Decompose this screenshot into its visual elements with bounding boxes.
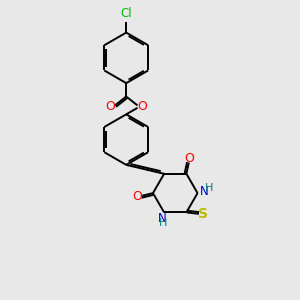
Text: O: O [132, 190, 142, 203]
Text: N: N [158, 212, 167, 225]
Text: O: O [137, 100, 147, 113]
Text: O: O [106, 100, 116, 113]
Text: S: S [198, 207, 208, 221]
Text: H: H [158, 218, 167, 228]
Text: Cl: Cl [120, 7, 132, 20]
Text: O: O [184, 152, 194, 165]
Text: H: H [205, 183, 213, 193]
Text: N: N [200, 185, 208, 198]
